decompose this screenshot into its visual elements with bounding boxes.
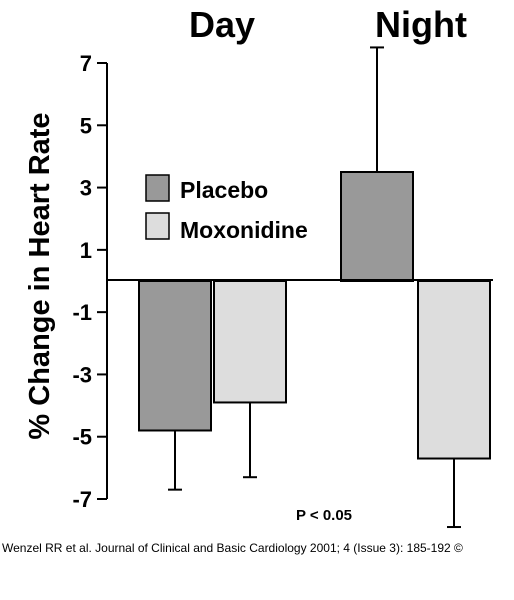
y-tick-label: 3 bbox=[80, 176, 92, 201]
y-tick-label: 7 bbox=[80, 51, 92, 76]
legend-label-placebo: Placebo bbox=[180, 177, 268, 203]
p-value-annotation: P < 0.05 bbox=[296, 507, 352, 524]
legend: Placebo Moxonidine bbox=[145, 174, 308, 243]
category-label-night: Night bbox=[375, 4, 467, 45]
y-tick-label: -7 bbox=[72, 487, 92, 512]
bars bbox=[138, 46, 491, 529]
bar-moxonidine-night bbox=[417, 280, 491, 460]
bar-placebo-night bbox=[340, 171, 414, 282]
y-tick-label: -5 bbox=[72, 425, 92, 450]
y-tick-label: -3 bbox=[72, 362, 92, 387]
bar-placebo-day bbox=[138, 280, 212, 432]
legend-label-moxonidine: Moxonidine bbox=[180, 217, 308, 243]
legend-swatch-placebo bbox=[145, 174, 170, 202]
y-axis-label: % Change in Heart Rate bbox=[24, 112, 56, 439]
y-tick-label: 5 bbox=[80, 113, 92, 138]
y-tick-label: 1 bbox=[80, 238, 92, 263]
category-label-day: Day bbox=[189, 4, 255, 45]
chart: Day Night % Change in Heart Rate 7 5 3 1 -1 -… bbox=[24, 4, 493, 529]
citation-text: Wenzel RR et al. Journal of Clinical and… bbox=[2, 541, 463, 555]
legend-swatch-moxonidine bbox=[145, 212, 170, 240]
bar-moxonidine-day bbox=[213, 280, 287, 404]
y-ticks: 7 5 3 1 -1 -3 -5 -7 bbox=[72, 51, 107, 512]
y-tick-label: -1 bbox=[72, 300, 92, 325]
